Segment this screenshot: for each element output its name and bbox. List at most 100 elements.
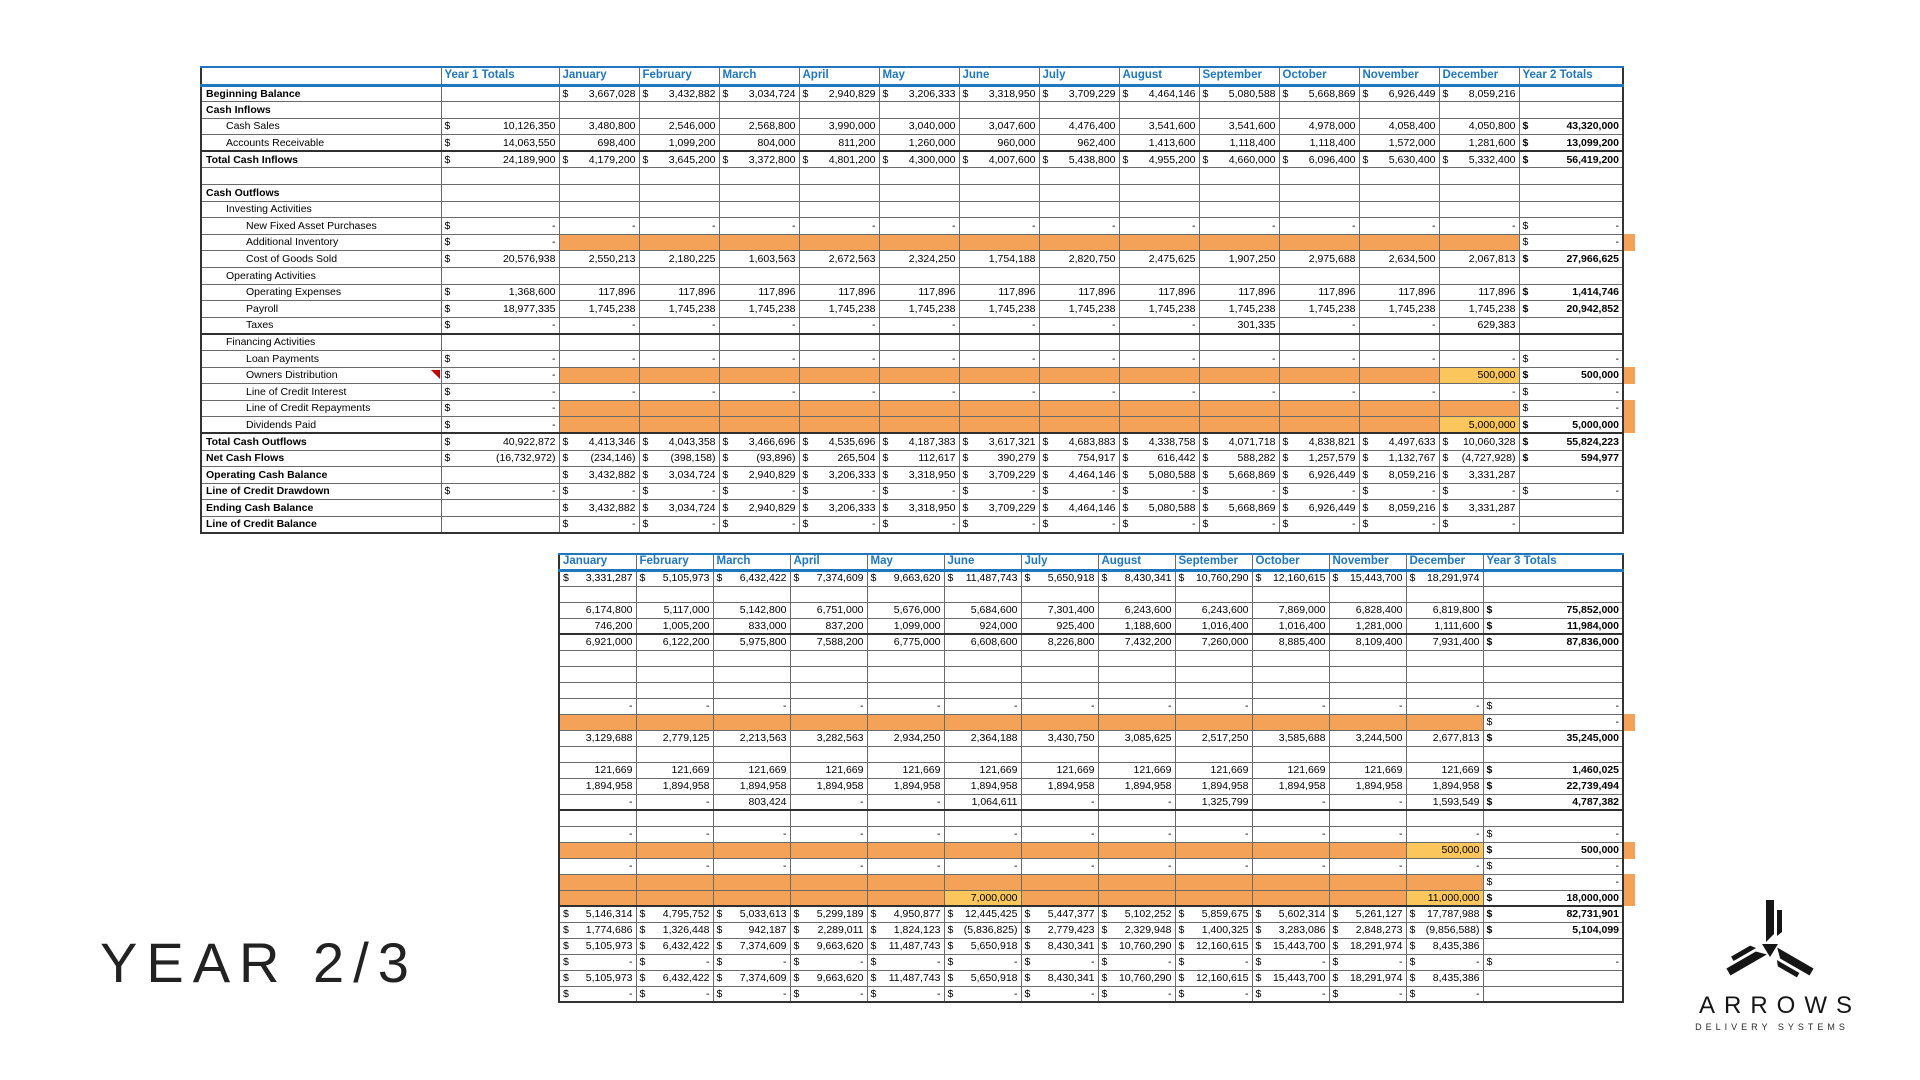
dollar-sign: $	[642, 501, 649, 514]
cell: 924,000	[943, 617, 1022, 635]
cell: $ -	[878, 482, 960, 501]
cell	[1518, 167, 1624, 186]
cell: -	[943, 857, 1022, 875]
cell	[958, 416, 1040, 434]
cell: $8,059,216	[1358, 466, 1440, 484]
cell	[1278, 101, 1360, 119]
cell: 2,634,500	[1358, 250, 1440, 269]
dollar-sign: $	[642, 468, 649, 481]
row-accounts-receivable: Accounts Receivable $14,063,550 698,400 1,0…	[200, 134, 1624, 152]
dollar-sign: $	[870, 955, 877, 968]
cell	[943, 713, 1022, 731]
cell: -	[943, 825, 1022, 843]
cell: $22,739,494	[1482, 777, 1624, 795]
col-header-year-3-totals: Year 3 Totals	[1482, 553, 1624, 572]
dollar-sign: $	[802, 518, 809, 531]
cell	[1482, 569, 1624, 587]
cell	[712, 649, 791, 667]
cell: 3,085,625	[1097, 729, 1176, 747]
cell	[1358, 200, 1440, 219]
cell: 6,122,200	[635, 633, 714, 651]
cell: 1,016,400	[1174, 617, 1253, 635]
dollar-sign: $	[1362, 518, 1369, 531]
cell: $9,663,620	[789, 969, 868, 987]
cell: $754,917	[1038, 449, 1120, 468]
dollar-sign: $	[1486, 699, 1493, 712]
cell: $4,838,821	[1278, 432, 1360, 451]
row-additional-inventory: Additional Inventory $ - $ -	[200, 233, 1635, 252]
dollar-sign: $	[722, 87, 729, 100]
dollar-sign: $	[1024, 987, 1031, 1000]
cell	[798, 167, 880, 186]
cell: 5,975,800	[712, 633, 791, 651]
cell: -	[712, 697, 791, 715]
cell: -	[712, 857, 791, 875]
dollar-sign: $	[722, 452, 729, 465]
row-label: Cost of Goods Sold	[200, 250, 442, 269]
cell: -	[943, 697, 1022, 715]
cell: -	[1278, 350, 1360, 368]
cell	[558, 101, 640, 119]
dollar-sign: $	[1522, 385, 1529, 398]
cell: 629,383	[1438, 316, 1520, 335]
cell	[943, 745, 1022, 763]
cell: 301,335	[1198, 316, 1280, 335]
dollar-sign: $	[562, 518, 569, 531]
cell: $4,683,883	[1038, 432, 1120, 451]
cell: $5,602,314	[1251, 905, 1330, 923]
cell: $3,432,882	[638, 84, 720, 103]
row-line-of-credit-repayments: Line of Credit Repayments $ - $ -	[200, 399, 1635, 418]
dollar-sign: $	[962, 153, 969, 166]
cell: 117,896	[1118, 283, 1200, 302]
dollar-sign: $	[642, 435, 649, 448]
cell: $5,080,588	[1118, 499, 1200, 517]
cell	[440, 200, 560, 219]
dollar-sign: $	[947, 572, 954, 585]
row-line-of-credit-drawdown: $ - $ - $ - $ - $ - $ - $ - $ - $ - $ - $ - $ - $ -	[558, 953, 1624, 971]
cell	[789, 873, 868, 891]
dollar-sign: $	[802, 452, 809, 465]
cell	[798, 332, 880, 351]
cell	[718, 184, 800, 202]
cell: -	[1038, 350, 1120, 368]
dollar-sign: $	[1486, 827, 1493, 840]
dollar-sign: $	[1122, 468, 1129, 481]
cell: 7,301,400	[1020, 601, 1099, 619]
cell	[440, 101, 560, 119]
cell: 5,117,000	[635, 601, 714, 619]
cell: 6,243,600	[1174, 601, 1253, 619]
dollar-sign: $	[1522, 236, 1529, 249]
cell	[440, 267, 560, 285]
dollar-sign: $	[716, 939, 723, 952]
cell: $1,326,448	[635, 921, 714, 939]
dollar-sign: $	[793, 923, 800, 936]
cell	[1038, 184, 1120, 202]
row-line-of-credit-balance: Line of Credit Balance $ - $ - $ - $ - $ - $ - $ - $ - $ -…	[200, 515, 1624, 534]
cell	[798, 416, 880, 434]
cell: $500,000	[1482, 841, 1635, 859]
dollar-sign: $	[1255, 987, 1262, 1000]
cell	[440, 167, 560, 186]
cell: $ -	[943, 953, 1022, 971]
cell: -	[958, 217, 1040, 235]
cell	[638, 200, 720, 219]
cell	[1328, 841, 1407, 859]
cell	[1278, 267, 1360, 285]
cell	[1198, 167, 1280, 186]
cell: $6,926,449	[1358, 84, 1440, 103]
cell	[558, 809, 637, 827]
cell: $6,926,449	[1278, 466, 1360, 484]
cell: $2,940,829	[798, 84, 880, 103]
cell	[1251, 745, 1330, 763]
row-payroll: 1,894,958 1,894,958 1,894,958 1,894,958 1,89…	[558, 777, 1624, 795]
cell	[1518, 515, 1624, 534]
dollar-sign: $	[562, 501, 569, 514]
cell: $15,443,700	[1328, 569, 1407, 587]
cell: -	[558, 793, 637, 811]
col-header-december: December	[1438, 66, 1520, 87]
cell: $1,257,579	[1278, 449, 1360, 468]
col-header-june: June	[958, 66, 1040, 87]
cell: -	[1118, 316, 1200, 335]
cell	[440, 515, 560, 534]
cell: $ -	[1328, 953, 1407, 971]
